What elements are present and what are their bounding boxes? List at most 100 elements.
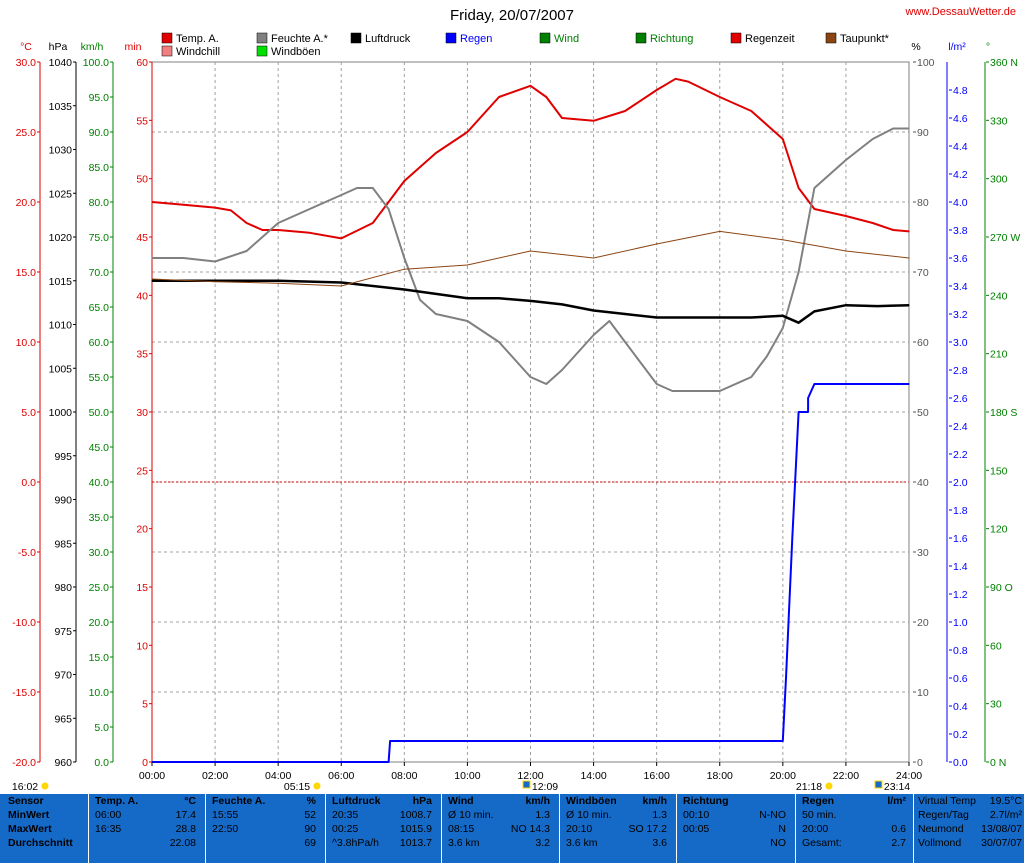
tick-humidity: 20 (917, 617, 929, 629)
stats-row: 06:00 17.4 (95, 808, 196, 822)
tick-direction: 210 (990, 349, 1008, 361)
tick-direction: 240 (990, 290, 1008, 302)
tick-pressure: 960 (54, 757, 72, 769)
series-point-4 (908, 383, 910, 385)
legend-swatch (161, 45, 173, 57)
tick-humidity: 0 (917, 757, 923, 769)
series-point-2 (561, 303, 563, 305)
series-point-1 (277, 222, 279, 224)
tick-temp: -20.0 (12, 757, 36, 769)
tick-direction: 60 (990, 640, 1002, 652)
site-link[interactable]: www.DessauWetter.de (905, 6, 1016, 18)
series-point-1 (782, 327, 784, 329)
unit-label-temp: °C (20, 41, 32, 53)
series-point-2 (845, 304, 847, 306)
series-line-2 (152, 279, 910, 324)
legend-entry: Regen (460, 33, 492, 45)
tick-rain: 0.0 (953, 757, 968, 769)
stats-time: 00:10 (683, 809, 710, 821)
stats-column-header: Regen l/m² (802, 794, 906, 808)
tick-rain: 1.0 (953, 617, 968, 629)
series-point-0 (214, 207, 216, 209)
series-point-0 (435, 152, 437, 154)
stats-row: 00:10 N-NO (683, 808, 786, 822)
tick-temp: 10.0 (16, 337, 37, 349)
tick-rain: 2.6 (953, 393, 968, 405)
series-point-1 (435, 313, 437, 315)
stats-column-header: Richtung (683, 794, 786, 808)
tick-rain: 2.2 (953, 449, 968, 461)
stats-time: 16:35 (95, 823, 122, 835)
tick-pressure: 990 (54, 495, 72, 507)
series-point-1 (529, 376, 532, 378)
left-axes: 30.0 25.0 20.0 15.0 10.0 5.0 0.0 -5.0 -10.0 -15.0… (12, 57, 153, 769)
avg-label: Durchschnitt (8, 837, 73, 849)
tick-wind: 85.0 (89, 162, 110, 174)
series-point-2 (529, 300, 532, 302)
stats-title: Luftdruck (332, 795, 381, 807)
legend-swatch (256, 45, 268, 57)
tick-rain: 4.8 (953, 85, 968, 97)
extra-row: Virtual Temp 19.5°C (918, 794, 1022, 808)
stats-row: 00:25 1015.9 (332, 822, 432, 836)
stats-row: 20:00 0.6 (802, 822, 906, 836)
series-point-0 (388, 201, 390, 203)
stats-row: 50 min. (802, 808, 906, 822)
tick-pressure: 1035 (49, 101, 73, 113)
extra-row: Vollmond 30/07/07 (918, 836, 1022, 850)
extra-row: Neumond 13/08/07 (918, 822, 1022, 836)
unit-label-min: min (125, 41, 142, 53)
stats-value: 2.7 (891, 837, 906, 849)
legend-entry: Taupunkt* (840, 33, 890, 45)
extra-value: 2.7l/m² (989, 809, 1022, 821)
stats-separator (205, 794, 206, 863)
tick-temp: -10.0 (12, 617, 36, 629)
tick-temp: 30.0 (16, 57, 37, 69)
series-point-2 (214, 280, 216, 282)
grid (151, 61, 910, 763)
series-point-1 (719, 390, 721, 392)
tick-wind: 65.0 (89, 302, 110, 314)
sun-icon (41, 782, 49, 790)
series-point-0 (403, 180, 405, 182)
x-tick-label: 08:00 (391, 770, 417, 782)
stats-value: SO 17.2 (628, 823, 667, 835)
stats-row: 22:50 90 (212, 822, 316, 836)
min-label: MinWert (8, 809, 50, 821)
right-axes: 10090807060504030201004.84.64.44.24.03.8… (908, 57, 1020, 769)
tick-humidity: 50 (917, 407, 929, 419)
series-point-2 (151, 280, 153, 282)
stats-value: 1.3 (652, 809, 667, 821)
stats-time: 3.6 km (448, 837, 480, 849)
stats-time: 08:15 (448, 823, 475, 835)
series-point-1 (892, 127, 894, 130)
tick-rain: 2.0 (953, 477, 968, 489)
marker-label: 21:18 (796, 781, 822, 793)
legend-entry: Windchill (176, 46, 220, 58)
series-point-1 (182, 257, 185, 259)
tick-pressure: 1040 (49, 57, 73, 69)
tick-pressure: 965 (54, 713, 72, 725)
series-point-3 (214, 281, 216, 283)
tick-wind: 50.0 (89, 407, 110, 419)
legend-entry: Temp. A. (176, 33, 219, 45)
tick-rain: 3.2 (953, 309, 968, 321)
tick-rain: 0.2 (953, 729, 968, 741)
tick-pressure: 970 (54, 670, 72, 682)
tick-rain: 4.0 (953, 197, 968, 209)
stats-separator (676, 794, 677, 863)
stats-value: 1015.9 (399, 823, 432, 835)
series-point-0 (750, 110, 752, 112)
x-tick-label: 18:00 (707, 770, 733, 782)
series-point-0 (277, 229, 279, 231)
tick-wind: 25.0 (89, 582, 110, 594)
series-point-1 (498, 341, 500, 343)
unit-label-hpa: hPa (49, 41, 68, 53)
stats-column: Richtung 00:10 N-NO 00:05 N NO (683, 794, 786, 863)
stats-time: 3.6 km (566, 837, 598, 849)
series-point-1 (419, 299, 421, 301)
tick-temp: 5.0 (21, 407, 36, 419)
stats-value: 3.6 (652, 837, 667, 849)
series-point-2 (656, 316, 658, 319)
legend-entry: Regenzeit (745, 33, 795, 45)
